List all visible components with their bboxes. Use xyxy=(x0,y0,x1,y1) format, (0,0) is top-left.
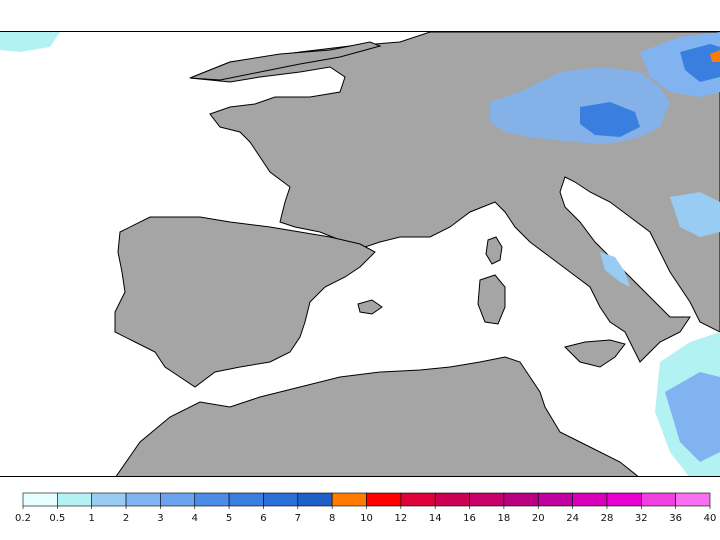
precip-patch-ionian-core xyxy=(665,372,720,462)
precip-patch-adriatic xyxy=(600,252,630,287)
precipitation-map xyxy=(0,31,720,477)
legend-tick-label: 28 xyxy=(601,513,614,524)
legend-bin xyxy=(366,492,402,507)
island-sardinia xyxy=(477,274,506,325)
precip-overlay xyxy=(0,32,720,476)
landmass-north-africa xyxy=(115,356,639,476)
legend-tick-label: 18 xyxy=(498,513,511,524)
legend-tick-label: 0.5 xyxy=(49,513,65,524)
legend-bin xyxy=(675,492,711,507)
legend-tick-label: 36 xyxy=(669,513,682,524)
legend-bin xyxy=(640,492,676,507)
legend-tick-label: 12 xyxy=(394,513,407,524)
legend-bin xyxy=(22,492,58,507)
precip-patch-northwest xyxy=(0,32,60,52)
legend-tick-label: 24 xyxy=(566,513,579,524)
legend-bin xyxy=(572,492,608,507)
legend-tick-label: 6 xyxy=(260,513,266,524)
legend-tick-label: 8 xyxy=(329,513,335,524)
legend-bin xyxy=(606,492,642,507)
legend-bin xyxy=(469,492,505,507)
legend-tick-label: 10 xyxy=(360,513,373,524)
legend-tick-label: 40 xyxy=(704,513,717,524)
legend-bin xyxy=(263,492,299,507)
island-corsica xyxy=(485,236,503,265)
precip-patch-northeast-core xyxy=(680,44,720,82)
legend-ticks: 0.2 0.5 1 2 3 4 5 6 7 8 10 12 14 16 18 20 24 28 32 36 40 xyxy=(15,506,716,524)
legend-tick-label: 1 xyxy=(89,513,95,524)
legend-bin xyxy=(400,492,436,507)
precip-patch-balkans xyxy=(670,192,720,237)
legend-bins xyxy=(22,492,711,507)
legend-bin xyxy=(57,492,92,507)
precip-patch-alps-core xyxy=(580,102,640,137)
legend-bin xyxy=(194,492,230,507)
legend-tick-label: 14 xyxy=(429,513,442,524)
legend-tick-label: 5 xyxy=(226,513,232,524)
legend-tick-label: 20 xyxy=(532,513,545,524)
legend-bin xyxy=(331,492,367,507)
legend-bin xyxy=(503,492,539,507)
island-mallorca xyxy=(357,299,383,315)
landmass-britain-tip xyxy=(189,41,382,81)
legend-tick-label: 7 xyxy=(295,513,301,524)
precipitation-legend: 0.2 0.5 1 2 3 4 5 6 7 8 10 12 14 16 18 20 24 28 32 36 40 xyxy=(0,490,720,540)
legend-tick-label: 16 xyxy=(463,513,476,524)
legend-tick-label: 4 xyxy=(192,513,198,524)
legend-tick-label: 2 xyxy=(123,513,129,524)
legend-bin xyxy=(125,492,161,507)
legend-bin xyxy=(91,492,127,507)
precip-max-spot xyxy=(710,50,720,62)
map-canvas xyxy=(0,32,720,476)
legend-tick-label: 0.2 xyxy=(15,513,31,524)
legend-bin xyxy=(297,492,333,507)
island-sicily xyxy=(564,339,626,368)
legend-bin xyxy=(160,492,196,507)
legend-tick-label: 3 xyxy=(157,513,163,524)
landmass-iberia xyxy=(114,216,376,388)
legend-bin xyxy=(537,492,573,507)
legend-bin xyxy=(434,492,470,507)
legend-bin xyxy=(228,492,264,507)
legend-tick-label: 32 xyxy=(635,513,648,524)
legend-colorbar: 0.2 0.5 1 2 3 4 5 6 7 8 10 12 14 16 18 20 24 28 32 36 40 xyxy=(15,492,716,524)
